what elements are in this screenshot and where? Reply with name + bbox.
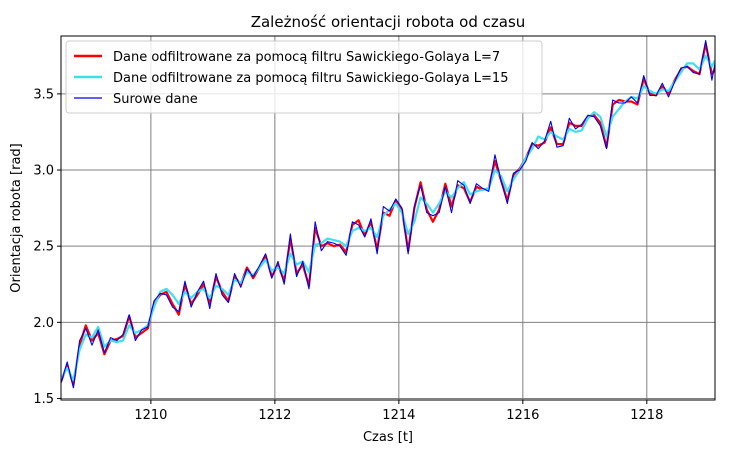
y-tick-label: 2.5 xyxy=(33,240,54,255)
y-axis-label: Orientacja robota [rad] xyxy=(9,143,24,292)
x-tick-label: 1212 xyxy=(258,408,291,423)
legend: Dane odfiltrowane za pomocą filtru Sawic… xyxy=(65,40,543,114)
series-line-raw xyxy=(61,40,715,389)
x-tick-label: 1216 xyxy=(506,408,539,423)
chart-title: Zależność orientacji robota od czasu xyxy=(251,13,526,31)
legend-label-sg15: Dane odfiltrowane za pomocą filtru Sawic… xyxy=(113,71,508,86)
y-tick-label: 2.0 xyxy=(33,316,54,331)
x-tick-label: 1210 xyxy=(134,408,167,423)
series-layer xyxy=(61,40,715,389)
legend-box xyxy=(65,40,543,114)
legend-label-raw: Surowe dane xyxy=(113,92,198,107)
ticks: 1210 1212 1214 1216 1218 1.5 2.0 2.5 3.0 3.5 xyxy=(33,87,663,423)
legend-label-sg7: Dane odfiltrowane za pomocą filtru Sawic… xyxy=(113,50,500,65)
x-tick-label: 1218 xyxy=(630,408,663,423)
x-axis-label: Czas [t] xyxy=(363,430,413,445)
y-tick-label: 3.5 xyxy=(33,87,54,102)
y-tick-label: 3.0 xyxy=(33,164,54,179)
plot-frame xyxy=(60,35,716,401)
x-tick-label: 1214 xyxy=(382,408,415,423)
y-tick-label: 1.5 xyxy=(33,392,54,407)
